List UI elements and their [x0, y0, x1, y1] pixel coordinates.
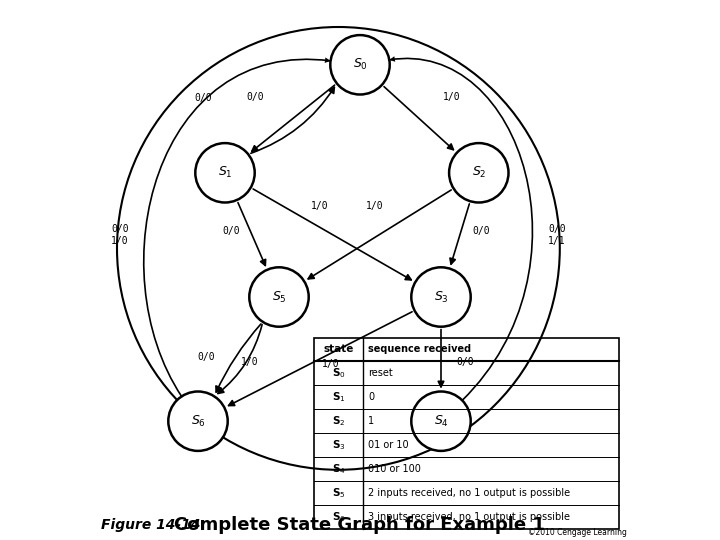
Text: 0/0: 0/0 [197, 353, 215, 362]
Text: Complete State Graph for Example 1: Complete State Graph for Example 1 [174, 516, 544, 534]
Circle shape [411, 267, 471, 327]
Text: 0/0
1/0: 0/0 1/0 [111, 224, 128, 246]
Text: $S_0$: $S_0$ [353, 57, 367, 72]
Text: $\mathbf{S}_0$: $\mathbf{S}_0$ [331, 367, 346, 380]
Text: 2 inputs received, no 1 output is possible: 2 inputs received, no 1 output is possib… [368, 488, 570, 498]
Text: $\mathbf{S}_6$: $\mathbf{S}_6$ [331, 510, 346, 524]
FancyArrowPatch shape [438, 329, 444, 387]
Circle shape [249, 267, 309, 327]
Text: ©2010 Cengage Learning: ©2010 Cengage Learning [528, 528, 627, 537]
FancyArrowPatch shape [390, 56, 395, 62]
Text: 0: 0 [368, 393, 374, 402]
Text: 01 or 10: 01 or 10 [368, 440, 409, 450]
Text: $S_5$: $S_5$ [271, 289, 287, 305]
Text: sequence received: sequence received [368, 345, 471, 354]
Text: 1: 1 [368, 416, 374, 427]
Text: 0/0: 0/0 [222, 226, 240, 236]
Circle shape [411, 392, 471, 451]
FancyArrowPatch shape [325, 57, 330, 63]
FancyArrowPatch shape [384, 86, 454, 150]
Text: 1/0: 1/0 [366, 201, 384, 211]
Text: $S_1$: $S_1$ [217, 165, 233, 180]
Text: $S_2$: $S_2$ [472, 165, 486, 180]
Text: 0/0: 0/0 [456, 357, 474, 367]
Text: state: state [323, 345, 354, 354]
Text: $S_3$: $S_3$ [433, 289, 449, 305]
Text: $\mathbf{S}_4$: $\mathbf{S}_4$ [331, 462, 346, 476]
FancyArrowPatch shape [216, 324, 261, 392]
Text: $\mathbf{S}_2$: $\mathbf{S}_2$ [332, 415, 345, 428]
Bar [314, 338, 619, 529]
Circle shape [195, 143, 255, 202]
Text: 1/0: 1/0 [322, 360, 339, 369]
FancyArrowPatch shape [251, 87, 334, 153]
Circle shape [168, 392, 228, 451]
FancyArrowPatch shape [450, 204, 469, 264]
Text: $S_4$: $S_4$ [433, 414, 449, 429]
Text: reset: reset [368, 368, 393, 379]
Text: $\mathbf{S}_5$: $\mathbf{S}_5$ [332, 487, 345, 500]
FancyArrowPatch shape [252, 85, 335, 151]
Text: Figure 14-14:: Figure 14-14: [101, 518, 206, 532]
Circle shape [449, 143, 508, 202]
FancyArrowPatch shape [228, 312, 412, 406]
FancyArrowPatch shape [218, 325, 262, 394]
Text: 0/0: 0/0 [194, 93, 212, 103]
Text: 010 or 100: 010 or 100 [368, 464, 421, 474]
Text: 0/0: 0/0 [246, 92, 264, 102]
Circle shape [330, 35, 390, 94]
Text: 1/0: 1/0 [443, 92, 461, 102]
Text: 1/0: 1/0 [311, 201, 328, 211]
Text: 0/0
1/1: 0/0 1/1 [549, 224, 566, 246]
Text: 0/0: 0/0 [473, 226, 490, 236]
Text: $\mathbf{S}_3$: $\mathbf{S}_3$ [332, 438, 345, 452]
FancyArrowPatch shape [253, 189, 411, 280]
FancyArrowPatch shape [308, 190, 451, 279]
Text: $\mathbf{S}_1$: $\mathbf{S}_1$ [332, 390, 345, 404]
Text: $S_6$: $S_6$ [191, 414, 205, 429]
Text: 3 inputs received, no 1 output is possible: 3 inputs received, no 1 output is possib… [368, 512, 570, 522]
Text: 1/0: 1/0 [240, 357, 258, 367]
FancyArrowPatch shape [238, 202, 266, 266]
